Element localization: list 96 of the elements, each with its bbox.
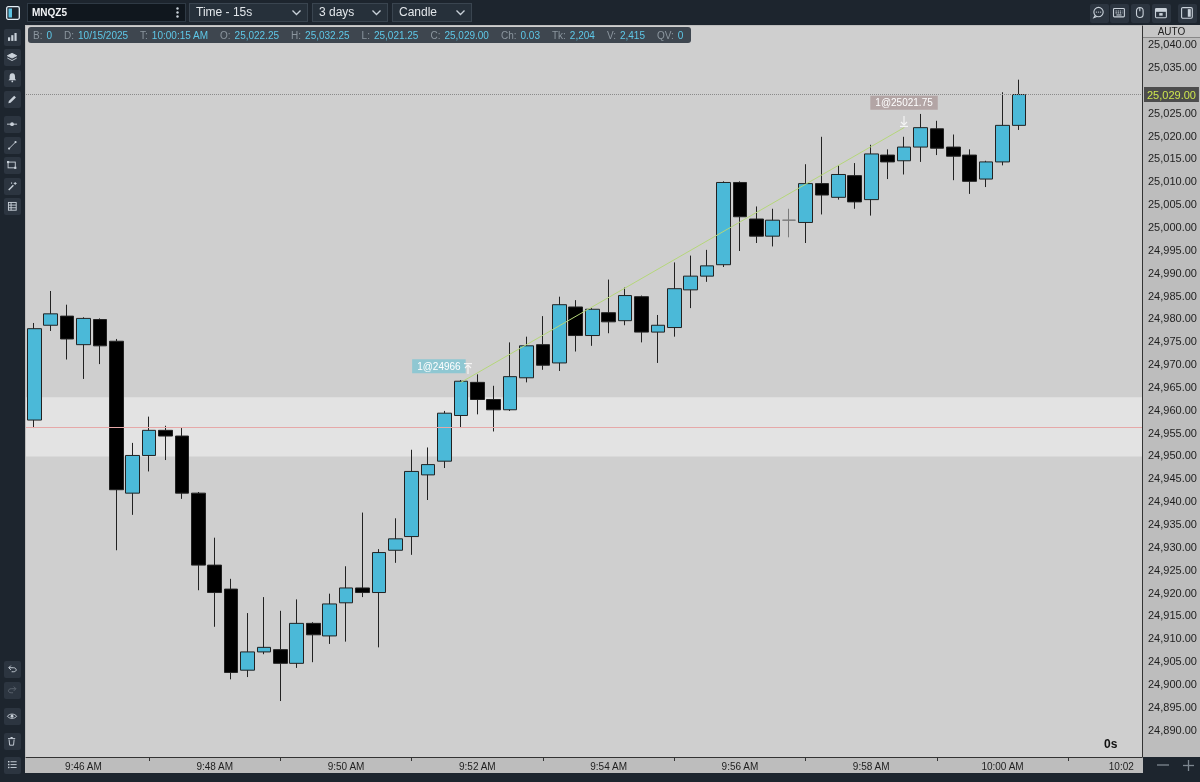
candlestick	[43, 290, 58, 332]
candlestick	[536, 315, 550, 371]
candlestick	[979, 160, 993, 188]
candlestick	[27, 322, 42, 429]
y-tick-label: 24,950.00	[1148, 449, 1197, 462]
y-tick-label: 25,040.00	[1148, 38, 1197, 51]
candlestick	[142, 416, 156, 472]
annotation: O: 25,022.25	[220, 29, 280, 41]
candlestick	[815, 136, 829, 215]
annotation: 0s	[1104, 737, 1118, 751]
candlestick	[930, 120, 944, 156]
chart-title: MNQZ5	[32, 6, 67, 19]
y-tick-label: 24,900.00	[1148, 677, 1197, 690]
y-tick-label: 25,025.00	[1148, 106, 1197, 119]
candlestick	[224, 578, 238, 680]
candlestick	[76, 316, 91, 380]
x-tick-label: 9:50 AM	[327, 760, 365, 772]
y-tick-label: 25,035.00	[1148, 61, 1197, 74]
candlestick	[454, 379, 468, 429]
candlestick	[798, 163, 813, 244]
y-tick-label: 25,020.00	[1148, 129, 1197, 142]
x-tick-label: 10:00 AM	[981, 760, 1024, 772]
candlestick	[421, 446, 435, 501]
y-tick-label: 24,965.00	[1148, 380, 1197, 393]
y-tick-label: 24,925.00	[1148, 563, 1197, 576]
annotation: QV: 0	[656, 29, 684, 41]
data-label: 1@24966	[417, 360, 462, 372]
candlestick	[733, 180, 747, 252]
candlestick	[1012, 79, 1026, 131]
candlestick	[700, 249, 714, 283]
y-tick-label: 24,935.00	[1148, 517, 1197, 530]
candlestick	[634, 295, 649, 343]
candlestick	[158, 425, 173, 461]
data-label: 1@25021.75	[875, 97, 934, 109]
y-tick-label: 24,920.00	[1148, 586, 1197, 599]
x-tick-label: 9:58 AM	[852, 760, 890, 772]
candlestick	[240, 612, 255, 678]
candlestick	[519, 336, 534, 383]
y-tick-label: 24,985.00	[1148, 289, 1197, 302]
candlestick	[716, 180, 731, 268]
x-tick-label: 9:46 AM	[65, 760, 102, 772]
annotation: H: 25,032.25	[291, 29, 350, 41]
annotation: B: 0	[33, 29, 53, 41]
candlestick	[782, 208, 796, 238]
x-tick-label: 9:52 AM	[458, 760, 496, 772]
x-tick-label: 9:56 AM	[721, 760, 759, 772]
candlestick	[372, 548, 386, 648]
text: 3 days	[319, 5, 355, 20]
annotation: T: 10:00:15 AM	[140, 29, 209, 41]
y-tick-label: 24,960.00	[1148, 403, 1197, 416]
y-tick-label: 24,915.00	[1148, 609, 1197, 622]
candlestick	[60, 304, 74, 361]
y-tick-label: 25,000.00	[1148, 221, 1197, 234]
candlestick	[503, 341, 517, 412]
candlestick	[913, 113, 928, 163]
ref-line-label: 25,029.00	[1147, 88, 1196, 101]
y-tick-label: 24,955.00	[1148, 426, 1197, 439]
annotation: L: 25,021.25	[361, 29, 419, 41]
y-tick-label: 24,890.00	[1148, 723, 1197, 736]
annotation: Ch: 0.03	[500, 29, 540, 41]
y-tick-label: 25,010.00	[1148, 175, 1197, 188]
candlestick	[388, 517, 403, 564]
text: AUTO	[1143, 25, 1200, 38]
x-tick-label: 9:48 AM	[196, 760, 234, 772]
candlestick	[995, 91, 1010, 166]
text: Time - 15s	[196, 5, 253, 20]
candlestick	[257, 596, 271, 655]
text: Candle	[399, 5, 438, 20]
y-tick-label: 24,975.00	[1148, 335, 1197, 348]
y-tick-label: 24,945.00	[1148, 472, 1197, 485]
y-tick-label: 24,990.00	[1148, 266, 1197, 279]
annotation: Tk: 2,204	[551, 29, 595, 41]
y-tick-label: 24,995.00	[1148, 243, 1197, 256]
x-tick-label: 9:54 AM	[590, 760, 627, 772]
candlestick	[651, 314, 665, 364]
candlestick	[897, 136, 911, 175]
x-tick-label: 10:02	[1108, 760, 1135, 772]
candlestick	[404, 449, 419, 556]
candlestick	[93, 317, 107, 365]
y-tick-label: 24,940.00	[1148, 495, 1197, 508]
candlestick	[355, 512, 370, 598]
candlestick	[618, 287, 632, 326]
y-tick-label: 25,005.00	[1148, 198, 1197, 211]
y-tick-label: 24,930.00	[1148, 540, 1197, 553]
candlestick	[437, 410, 452, 469]
y-tick-label: 24,970.00	[1148, 358, 1197, 371]
y-tick-label: 25,015.00	[1148, 152, 1197, 165]
annotation: V: 2,415	[606, 29, 645, 41]
candlestick	[339, 565, 353, 643]
y-tick-label: 24,895.00	[1148, 700, 1197, 713]
y-tick-label: 24,910.00	[1148, 632, 1197, 645]
y-tick-label: 24,980.00	[1148, 312, 1197, 325]
candlestick	[175, 427, 189, 500]
y-tick-label: 24,905.00	[1148, 655, 1197, 668]
annotation: C: 25,029.00	[430, 29, 489, 41]
annotation: D: 10/15/2025	[64, 29, 129, 41]
